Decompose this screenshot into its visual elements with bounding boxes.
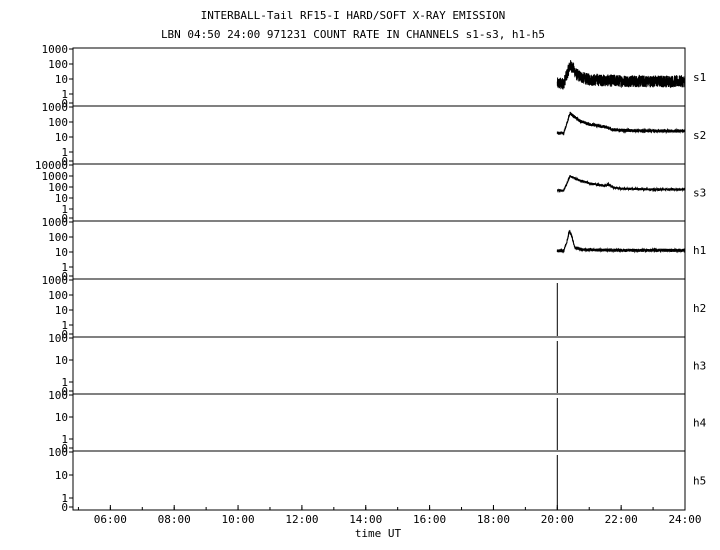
panel-frame <box>72 450 686 511</box>
x-tick-label: 16:00 <box>413 513 446 526</box>
y-tick-label: 1 <box>61 433 68 446</box>
x-tick-label: 22:00 <box>605 513 638 526</box>
panel-frame <box>72 393 686 452</box>
x-tick-label: 18:00 <box>477 513 510 526</box>
y-tick-label: 1000 <box>42 274 69 287</box>
series-line-s3 <box>556 174 686 194</box>
panel-h3: 100 10 10 h3 <box>48 332 706 398</box>
channel-label-h1: h1 <box>693 244 706 257</box>
y-tick-label: 100 <box>48 446 68 459</box>
x-tick-label: 06:00 <box>94 513 127 526</box>
panel-frame <box>72 278 686 338</box>
y-tick-label: 0 <box>61 212 68 225</box>
y-tick-label: 100 <box>48 181 68 194</box>
y-tick-label: 0 <box>61 155 68 168</box>
y-tick-label: 100 <box>48 289 68 302</box>
x-tick-label: 10:00 <box>221 513 254 526</box>
y-tick-label: 10 <box>55 411 68 424</box>
panel-s2: 1000 100 10 10 s2 <box>42 101 707 168</box>
y-tick-label: 10 <box>55 469 68 482</box>
y-tick-label: 1 <box>61 88 68 101</box>
channel-label-h4: h4 <box>693 417 707 430</box>
panel-h1: 1000 100 10 10 h1 <box>42 216 707 283</box>
y-tick-label: 100 <box>48 58 68 71</box>
y-tick-label: 1000 <box>42 101 69 114</box>
chart-title: INTERBALL-Tail RF15-I HARD/SOFT X-RAY EM… <box>201 9 506 22</box>
y-tick-label: 10 <box>55 192 68 205</box>
channel-label-h2: h2 <box>693 302 706 315</box>
panel-h4: 100 10 10 h4 <box>48 389 706 455</box>
x-tick-label: 08:00 <box>158 513 191 526</box>
panel-frame <box>72 105 686 165</box>
y-tick-label: 0 <box>61 328 68 341</box>
y-tick-label: 10 <box>55 246 68 259</box>
y-tick-label: 1 <box>61 376 68 389</box>
y-tick-label: 10 <box>55 354 68 367</box>
series-line-h1 <box>556 229 686 254</box>
series-line-s1 <box>556 60 686 90</box>
y-tick-label: 1000 <box>42 43 69 56</box>
x-tick-label: 14:00 <box>349 513 382 526</box>
panels-group: 10001001010s110001001010s210000100010010… <box>35 43 707 514</box>
chart-subtitle: LBN 04:50 24:00 971231 COUNT RATE IN CHA… <box>161 28 545 41</box>
y-tick-label: 100 <box>48 389 68 402</box>
y-tick-label: 10 <box>55 131 68 144</box>
y-tick-label: 0 <box>61 97 68 110</box>
series-line-s2 <box>556 111 686 136</box>
y-tick-label: 1000 <box>42 170 69 183</box>
panel-s1: 1000 100 10 10 s1 <box>42 43 707 110</box>
y-tick-label: 1000 <box>42 216 69 229</box>
x-tick-label: 12:00 <box>285 513 318 526</box>
panel-h2: 1000 100 10 10 h2 <box>42 274 707 341</box>
y-tick-label: 1 <box>61 146 68 159</box>
x-axis-label: time UT <box>355 527 402 540</box>
channel-label-h3: h3 <box>693 360 706 373</box>
y-tick-label: 0 <box>61 385 68 398</box>
channel-label-s2: s2 <box>693 129 706 142</box>
y-tick-label: 10 <box>55 304 68 317</box>
y-tick-label: 1 <box>61 203 68 216</box>
y-tick-label: 100 <box>48 231 68 244</box>
y-tick-label: 0 <box>61 270 68 283</box>
y-tick-label: 1 <box>61 319 68 332</box>
channel-label-s3: s3 <box>693 187 706 200</box>
panel-frame <box>72 163 686 222</box>
channel-label-h5: h5 <box>693 475 706 488</box>
y-tick-label: 100 <box>48 332 68 345</box>
y-tick-label: 0 <box>61 442 68 455</box>
panel-h5: 100 10 10 h5 <box>48 446 706 514</box>
panel-frame <box>72 336 686 395</box>
y-tick-label: 10000 <box>35 159 68 172</box>
x-tick-label: 24:00 <box>668 513 701 526</box>
y-tick-label: 10 <box>55 73 68 86</box>
y-tick-label: 1 <box>61 492 68 505</box>
x-axis: 06:00 08:00 10:00 12:00 14:00 16:00 18:00 20:00… <box>77 505 702 526</box>
x-tick-label: 20:00 <box>541 513 574 526</box>
y-tick-label: 1 <box>61 261 68 274</box>
channel-label-s1: s1 <box>693 71 706 84</box>
y-tick-label: 100 <box>48 116 68 129</box>
y-tick-label: 0 <box>61 501 68 514</box>
